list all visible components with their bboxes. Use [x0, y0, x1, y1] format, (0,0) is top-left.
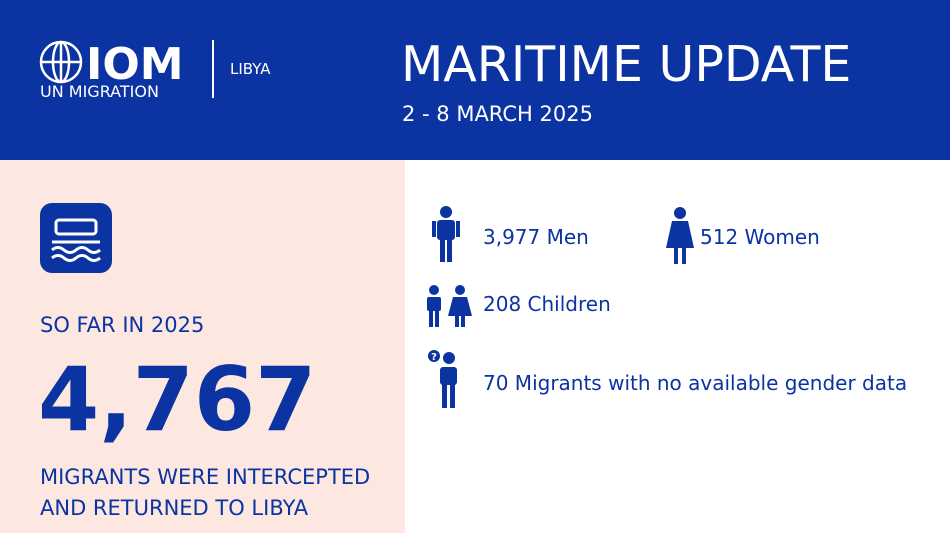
unknown-icon: ? — [428, 350, 457, 408]
men-count: 3,977 Men — [483, 225, 589, 249]
man-icon — [432, 206, 460, 262]
woman-icon — [666, 207, 694, 264]
logo-globe — [39, 40, 83, 84]
children-icon — [427, 285, 472, 327]
svg-text:?: ? — [431, 352, 437, 363]
women-count: 512 Women — [700, 225, 820, 249]
summary-description: AND RETURNED TO LIBYA — [40, 496, 309, 520]
header-band — [0, 0, 950, 160]
children-count: 208 Children — [483, 292, 611, 316]
unknown-count: 70 Migrants with no available gender dat… — [483, 371, 907, 395]
summary-label: SO FAR IN 2025 — [40, 313, 204, 337]
summary-total: 4,767 — [38, 348, 316, 451]
title: MARITIME UPDATE — [401, 36, 851, 93]
summary-description: MIGRANTS WERE INTERCEPTED — [40, 465, 370, 489]
boat-icon — [40, 203, 112, 273]
logo-tagline: UN MIGRATION — [40, 82, 159, 101]
logo-country: LIBYA — [230, 60, 271, 78]
date-range: 2 - 8 MARCH 2025 — [402, 102, 593, 126]
logo-name: IOM — [86, 39, 184, 90]
